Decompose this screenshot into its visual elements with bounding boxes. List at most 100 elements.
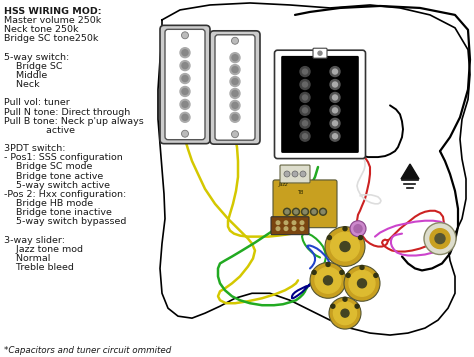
Circle shape xyxy=(300,118,310,128)
Circle shape xyxy=(424,223,456,255)
Polygon shape xyxy=(401,164,419,179)
FancyBboxPatch shape xyxy=(160,25,210,144)
Circle shape xyxy=(330,105,340,115)
Circle shape xyxy=(230,65,240,75)
FancyBboxPatch shape xyxy=(281,55,359,154)
Circle shape xyxy=(182,114,188,120)
Text: 3-way slider:: 3-way slider: xyxy=(4,236,65,245)
Circle shape xyxy=(300,171,306,177)
Circle shape xyxy=(182,101,188,107)
Text: TB: TB xyxy=(297,190,303,195)
Text: Middle: Middle xyxy=(4,71,47,80)
Circle shape xyxy=(300,67,310,76)
Circle shape xyxy=(340,242,350,252)
Circle shape xyxy=(302,95,308,100)
Circle shape xyxy=(349,271,375,296)
Text: Bridge SC: Bridge SC xyxy=(4,62,63,71)
Circle shape xyxy=(310,208,318,215)
Circle shape xyxy=(180,61,190,71)
Text: -Pos 2: Hxx configuration:: -Pos 2: Hxx configuration: xyxy=(4,190,126,199)
Circle shape xyxy=(276,227,280,231)
Circle shape xyxy=(292,221,296,225)
Text: Bridge HB mode: Bridge HB mode xyxy=(4,199,93,208)
Text: HSS WIRING MOD:: HSS WIRING MOD: xyxy=(4,7,101,16)
Circle shape xyxy=(326,262,330,266)
Circle shape xyxy=(300,92,310,102)
Circle shape xyxy=(180,74,190,84)
Circle shape xyxy=(292,208,300,215)
Circle shape xyxy=(182,62,188,69)
Circle shape xyxy=(231,131,238,138)
Circle shape xyxy=(332,82,337,87)
Text: 3PDT switch:: 3PDT switch: xyxy=(4,144,65,153)
FancyBboxPatch shape xyxy=(274,50,365,159)
Circle shape xyxy=(302,121,308,126)
Circle shape xyxy=(284,221,288,225)
Circle shape xyxy=(232,90,238,96)
Circle shape xyxy=(302,69,308,74)
Circle shape xyxy=(180,112,190,122)
Circle shape xyxy=(312,270,316,275)
Circle shape xyxy=(180,99,190,109)
Text: *Capacitors and tuner circuit ommited: *Capacitors and tuner circuit ommited xyxy=(4,346,171,355)
Circle shape xyxy=(330,92,340,102)
Circle shape xyxy=(328,236,331,240)
Text: Neck tone 250k: Neck tone 250k xyxy=(4,25,79,34)
Circle shape xyxy=(374,273,378,277)
Circle shape xyxy=(182,89,188,95)
Circle shape xyxy=(325,227,365,266)
Circle shape xyxy=(292,171,298,177)
Circle shape xyxy=(310,262,346,298)
Circle shape xyxy=(230,76,240,86)
Circle shape xyxy=(300,227,304,231)
Circle shape xyxy=(230,89,240,99)
Text: Pull vol: tuner: Pull vol: tuner xyxy=(4,99,70,107)
Circle shape xyxy=(344,266,380,301)
Text: 5-way switch:: 5-way switch: xyxy=(4,53,69,62)
Circle shape xyxy=(292,227,296,231)
Circle shape xyxy=(331,304,335,308)
Polygon shape xyxy=(158,3,470,335)
Text: active: active xyxy=(4,126,75,135)
Circle shape xyxy=(302,82,308,87)
FancyBboxPatch shape xyxy=(273,180,337,228)
Text: 5-way switch active: 5-way switch active xyxy=(4,181,110,190)
Circle shape xyxy=(435,233,445,243)
Circle shape xyxy=(303,210,307,214)
FancyBboxPatch shape xyxy=(271,217,309,235)
Text: Bridge SC mode: Bridge SC mode xyxy=(4,162,92,171)
Circle shape xyxy=(341,309,349,317)
Text: Neck: Neck xyxy=(4,80,40,89)
Circle shape xyxy=(230,112,240,122)
Circle shape xyxy=(182,76,188,81)
Circle shape xyxy=(315,267,341,293)
Text: Bridge tone inactive: Bridge tone inactive xyxy=(4,208,112,217)
Circle shape xyxy=(312,210,316,214)
Circle shape xyxy=(285,210,289,214)
Circle shape xyxy=(318,51,322,55)
Circle shape xyxy=(321,210,325,214)
Circle shape xyxy=(284,227,288,231)
Circle shape xyxy=(343,227,347,231)
Circle shape xyxy=(180,86,190,96)
Circle shape xyxy=(180,48,190,58)
Text: Bridge SC tone250k: Bridge SC tone250k xyxy=(4,34,99,44)
Circle shape xyxy=(355,304,359,308)
FancyBboxPatch shape xyxy=(165,29,205,140)
Circle shape xyxy=(232,55,238,61)
Text: Pull N tone: Direct through: Pull N tone: Direct through xyxy=(4,107,130,117)
Circle shape xyxy=(354,225,362,233)
Text: Master volume 250k: Master volume 250k xyxy=(4,16,101,25)
Circle shape xyxy=(294,210,298,214)
Circle shape xyxy=(302,108,308,113)
Circle shape xyxy=(232,79,238,85)
Circle shape xyxy=(283,208,291,215)
Circle shape xyxy=(300,221,304,225)
FancyBboxPatch shape xyxy=(280,165,310,183)
Circle shape xyxy=(276,221,280,225)
Circle shape xyxy=(359,236,363,240)
Circle shape xyxy=(182,50,188,56)
Circle shape xyxy=(300,105,310,115)
FancyBboxPatch shape xyxy=(210,31,260,144)
Circle shape xyxy=(330,80,340,90)
